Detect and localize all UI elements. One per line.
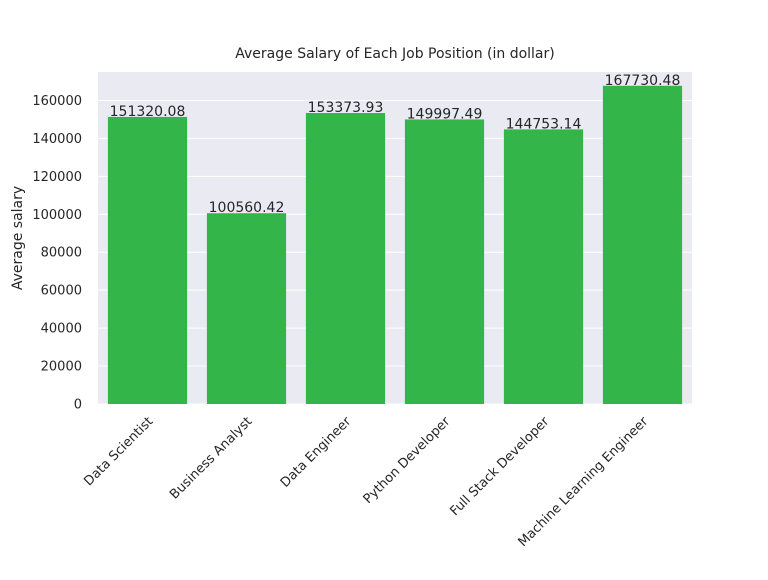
chart-title: Average Salary of Each Job Position (in … [235, 46, 554, 62]
x-tick-label: Full Stack Developer [447, 414, 552, 519]
bar-value-label: 149997.49 [407, 106, 483, 122]
data-labels: 151320.08 100560.42 153373.93 149997.49 1447… [110, 73, 681, 216]
x-tick-label: Python Developer [361, 414, 454, 507]
x-tick-label: Data Engineer [278, 414, 355, 491]
x-tick-label: Business Analyst [167, 414, 255, 502]
y-tick-label: 160000 [32, 94, 82, 109]
plot-area [98, 72, 692, 404]
bars [107, 85, 683, 404]
grid-lines [98, 99, 692, 405]
bar [206, 213, 287, 404]
y-tick-label: 40000 [41, 322, 82, 337]
y-tick-label: 120000 [32, 170, 82, 185]
y-tick-label: 140000 [32, 132, 82, 147]
bar-value-label: 100560.42 [209, 200, 285, 216]
bar [107, 116, 188, 404]
x-tick-label: Data Scientist [81, 414, 156, 489]
y-tick-label: 0 [74, 398, 82, 413]
y-axis-ticks: 0 20000 40000 60000 80000 100000 120000 140000 1… [32, 94, 82, 413]
bar-value-label: 167730.48 [605, 73, 681, 89]
bar [503, 129, 584, 404]
y-axis-label: Average salary [10, 186, 26, 290]
bar-value-label: 151320.08 [110, 104, 186, 120]
x-axis-ticks: Data Scientist Business Analyst Data Engin… [81, 414, 651, 550]
bar [404, 119, 485, 404]
y-tick-label: 20000 [41, 360, 82, 375]
bar [602, 85, 683, 404]
y-tick-label: 100000 [32, 208, 82, 223]
y-tick-label: 80000 [41, 246, 82, 261]
bar-value-label: 153373.93 [308, 100, 384, 116]
bar-value-label: 144753.14 [506, 116, 582, 132]
bar [305, 113, 386, 404]
y-tick-label: 60000 [41, 284, 82, 299]
